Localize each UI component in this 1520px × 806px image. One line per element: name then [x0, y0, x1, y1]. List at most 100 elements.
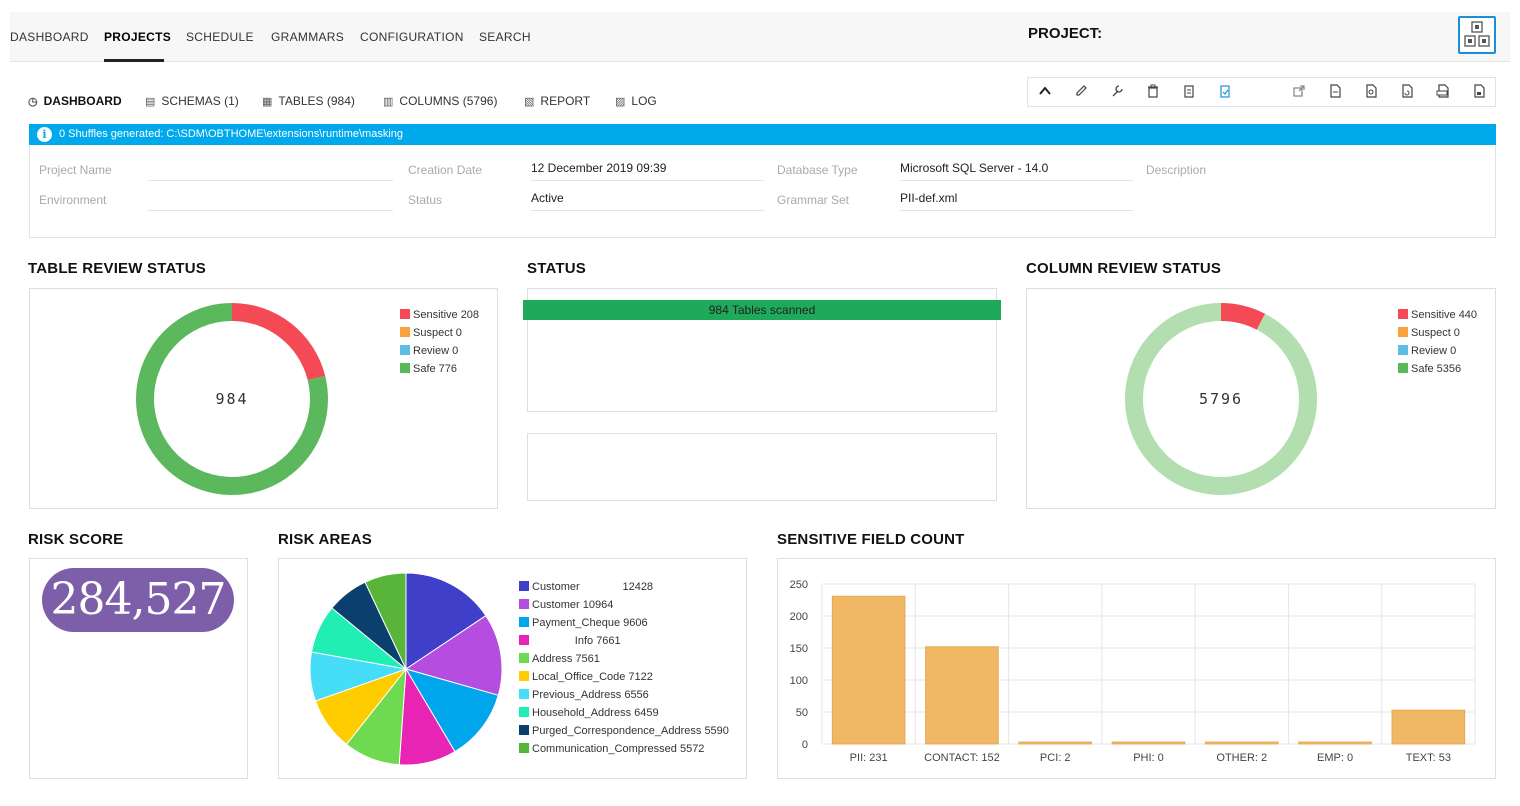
project-name-label: Project Name: [39, 163, 112, 177]
legend-swatch: [1398, 345, 1408, 355]
slice-payment-cheque[interactable]: [404, 668, 499, 753]
legend-item[interactable]: Sensitive 440: [1398, 309, 1477, 321]
bar-pii[interactable]: [831, 595, 906, 745]
edit-icon[interactable]: [1074, 84, 1088, 102]
legend-swatch: [519, 743, 529, 753]
status-value: Active: [531, 189, 764, 211]
nav-schedule[interactable]: SCHEDULE: [186, 30, 254, 44]
active-tab-underline: [104, 59, 164, 62]
legend-swatch: [519, 635, 529, 645]
delete-icon[interactable]: [1146, 84, 1160, 102]
legend-item[interactable]: Customer 12428: [519, 581, 653, 593]
legend-item[interactable]: Suspect 0: [1398, 327, 1460, 339]
legend-swatch: [400, 309, 410, 319]
legend-label: Suspect 0: [413, 327, 462, 339]
legend-label: Customer 10964: [532, 599, 614, 611]
risk-areas-panel: Customer 12428 Customer 10964 Payment_Cheq…: [278, 558, 747, 779]
grammar-set-value: PII-def.xml: [900, 189, 1133, 211]
y-tick-label: 150: [790, 643, 808, 655]
table-review-donut: 984: [136, 303, 328, 495]
clipboard-icon[interactable]: [1182, 84, 1196, 102]
table-icon: ▦: [262, 96, 273, 108]
legend-item[interactable]: Payment_Cheque 9606: [519, 617, 648, 629]
legend-item[interactable]: Customer 10964: [519, 599, 613, 611]
table-review-panel: 984 Sensitive 208 Suspect 0 Review 0 Safe 7…: [29, 288, 498, 509]
nav-dashboard[interactable]: DASHBOARD: [10, 30, 89, 44]
column-review-panel: 5796 Sensitive 440 Suspect 0 Review 0 Safe …: [1026, 288, 1496, 509]
slice-sensitive[interactable]: [1221, 303, 1266, 330]
legend-item[interactable]: Info 7661: [519, 635, 621, 647]
bar-other[interactable]: [1205, 741, 1279, 745]
subtab-dashboard[interactable]: ◷ DASHBOARD: [28, 94, 122, 108]
nav-configuration[interactable]: CONFIGURATION: [360, 30, 464, 44]
legend-label: Household_Address 6459: [532, 707, 659, 719]
subtab-label: SCHEMAS (1): [161, 94, 239, 108]
legend-label: Info 7661: [532, 635, 621, 647]
legend-item[interactable]: Safe 776: [400, 363, 457, 375]
subtab-label: LOG: [631, 94, 657, 108]
sensitive-field-bar-chart: 0 50 100 150 200 250 PII: 231 CONTACT: 152 PCI: …: [790, 579, 1476, 764]
project-name-field[interactable]: [148, 159, 393, 181]
column-review-donut: 5796: [1125, 303, 1317, 495]
database-type-label: Database Type: [777, 163, 858, 177]
legend-item[interactable]: Communication_Compressed 5572: [519, 743, 704, 755]
doc-refresh-icon[interactable]: [1400, 84, 1414, 102]
creation-date-label: Creation Date: [408, 163, 483, 177]
donut-center-label: 5796: [1199, 390, 1243, 408]
environment-field[interactable]: [148, 189, 393, 211]
nav-grammars[interactable]: GRAMMARS: [271, 30, 345, 44]
x-tick-label: TEXT: 53: [1406, 752, 1451, 764]
wrench-icon[interactable]: [1110, 84, 1124, 102]
status-label: Status: [408, 193, 443, 207]
legend-item[interactable]: Review 0: [400, 345, 458, 357]
legend-item[interactable]: Suspect 0: [400, 327, 462, 339]
nav-projects[interactable]: PROJECTS: [104, 30, 172, 44]
bar-emp[interactable]: [1298, 741, 1372, 745]
legend-swatch: [519, 707, 529, 717]
subtab-schemas[interactable]: ▤ SCHEMAS (1): [145, 94, 239, 108]
log-icon: ▨: [615, 96, 626, 108]
app-logo-icon[interactable]: [1458, 16, 1496, 54]
nav-search[interactable]: SEARCH: [479, 30, 531, 44]
doc-lock-icon[interactable]: [1472, 84, 1486, 102]
legend-swatch: [519, 725, 529, 735]
slice-communication-compressed[interactable]: [364, 572, 407, 670]
x-tick-label: PCI: 2: [1040, 752, 1071, 764]
legend-item[interactable]: Safe 5356: [1398, 363, 1461, 375]
subtab-columns[interactable]: ▥ COLUMNS (5796): [383, 94, 497, 108]
subtab-report[interactable]: ▧ REPORT: [524, 94, 590, 108]
info-message: 0 Shuffles generated: C:\SDM\OBTHOME\ext…: [59, 128, 403, 140]
slice-sensitive[interactable]: [232, 303, 326, 381]
legend-label: Safe 776: [413, 363, 458, 375]
sensitive-field-count-title: SENSITIVE FIELD COUNT: [777, 531, 965, 548]
slice-customer[interactable]: [405, 572, 487, 670]
legend-item[interactable]: Previous_Address 6556: [519, 689, 649, 701]
legend-item[interactable]: Sensitive 208: [400, 309, 479, 321]
sensitive-field-count-panel: 0 50 100 150 200 250 PII: 231 CONTACT: 152 PCI: …: [777, 558, 1496, 779]
legend-item[interactable]: Local_Office_Code 7122: [519, 671, 653, 683]
subtab-log[interactable]: ▨ LOG: [615, 94, 657, 108]
bar-pci[interactable]: [1018, 741, 1092, 745]
subtab-tables[interactable]: ▦ TABLES (984): [262, 94, 355, 108]
grammar-set-label: Grammar Set: [777, 193, 850, 207]
bar-contact[interactable]: [925, 646, 999, 745]
status-title: STATUS: [527, 260, 586, 277]
y-tick-label: 200: [790, 611, 808, 623]
project-toolbar: [1027, 77, 1496, 107]
doc-print-icon[interactable]: [1436, 84, 1450, 102]
legend-item[interactable]: Address 7561: [519, 653, 600, 665]
legend-item[interactable]: Purged_Correspondence_Address 5590: [519, 725, 729, 737]
legend-label: Sensitive 440: [1411, 309, 1478, 321]
bar-text[interactable]: [1391, 709, 1466, 745]
legend-item[interactable]: Household_Address 6459: [519, 707, 659, 719]
clipboard-check-icon[interactable]: [1218, 84, 1232, 102]
scan-progress-bar: 984 Tables scanned: [523, 300, 1001, 320]
doc-search-icon[interactable]: [1364, 84, 1378, 102]
collapse-icon[interactable]: [1038, 84, 1052, 102]
export-icon[interactable]: [1292, 84, 1306, 102]
bar-phi[interactable]: [1111, 741, 1186, 745]
doc-icon[interactable]: [1328, 84, 1342, 102]
legend-swatch: [1398, 309, 1408, 319]
legend-item[interactable]: Review 0: [1398, 345, 1456, 357]
y-tick-label: 250: [790, 579, 808, 591]
